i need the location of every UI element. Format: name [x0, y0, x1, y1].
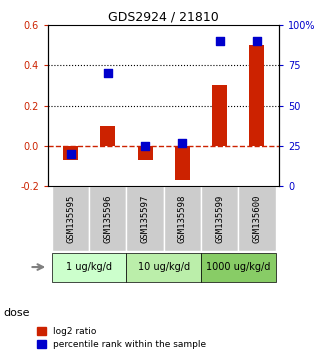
- Bar: [249, 45, 265, 146]
- Point: [143, 143, 148, 149]
- Bar: [138, 146, 152, 160]
- Text: 1000 ug/kg/d: 1000 ug/kg/d: [206, 262, 271, 272]
- Text: GSM135598: GSM135598: [178, 194, 187, 243]
- Text: dose: dose: [3, 308, 30, 318]
- Point: [217, 38, 222, 44]
- Bar: [100, 126, 115, 146]
- Text: GSM135597: GSM135597: [141, 194, 150, 243]
- Text: 10 ug/kg/d: 10 ug/kg/d: [138, 262, 190, 272]
- FancyBboxPatch shape: [52, 252, 126, 281]
- Text: GSM135599: GSM135599: [215, 194, 224, 243]
- Title: GDS2924 / 21810: GDS2924 / 21810: [108, 11, 219, 24]
- Point: [254, 38, 259, 44]
- FancyBboxPatch shape: [238, 186, 275, 251]
- FancyBboxPatch shape: [164, 186, 201, 251]
- FancyBboxPatch shape: [201, 252, 275, 281]
- Legend: log2 ratio, percentile rank within the sample: log2 ratio, percentile rank within the s…: [37, 327, 206, 349]
- Text: GSM135595: GSM135595: [66, 194, 75, 243]
- Text: GSM135596: GSM135596: [103, 194, 112, 243]
- Bar: [175, 146, 190, 180]
- Point: [68, 151, 73, 157]
- FancyBboxPatch shape: [201, 186, 238, 251]
- Text: GSM135600: GSM135600: [252, 194, 261, 243]
- FancyBboxPatch shape: [126, 186, 164, 251]
- Bar: [212, 85, 227, 146]
- FancyBboxPatch shape: [89, 186, 126, 251]
- Point: [105, 70, 110, 76]
- Text: 1 ug/kg/d: 1 ug/kg/d: [66, 262, 112, 272]
- Bar: [63, 146, 78, 160]
- FancyBboxPatch shape: [126, 252, 201, 281]
- Point: [180, 140, 185, 145]
- FancyBboxPatch shape: [52, 186, 89, 251]
